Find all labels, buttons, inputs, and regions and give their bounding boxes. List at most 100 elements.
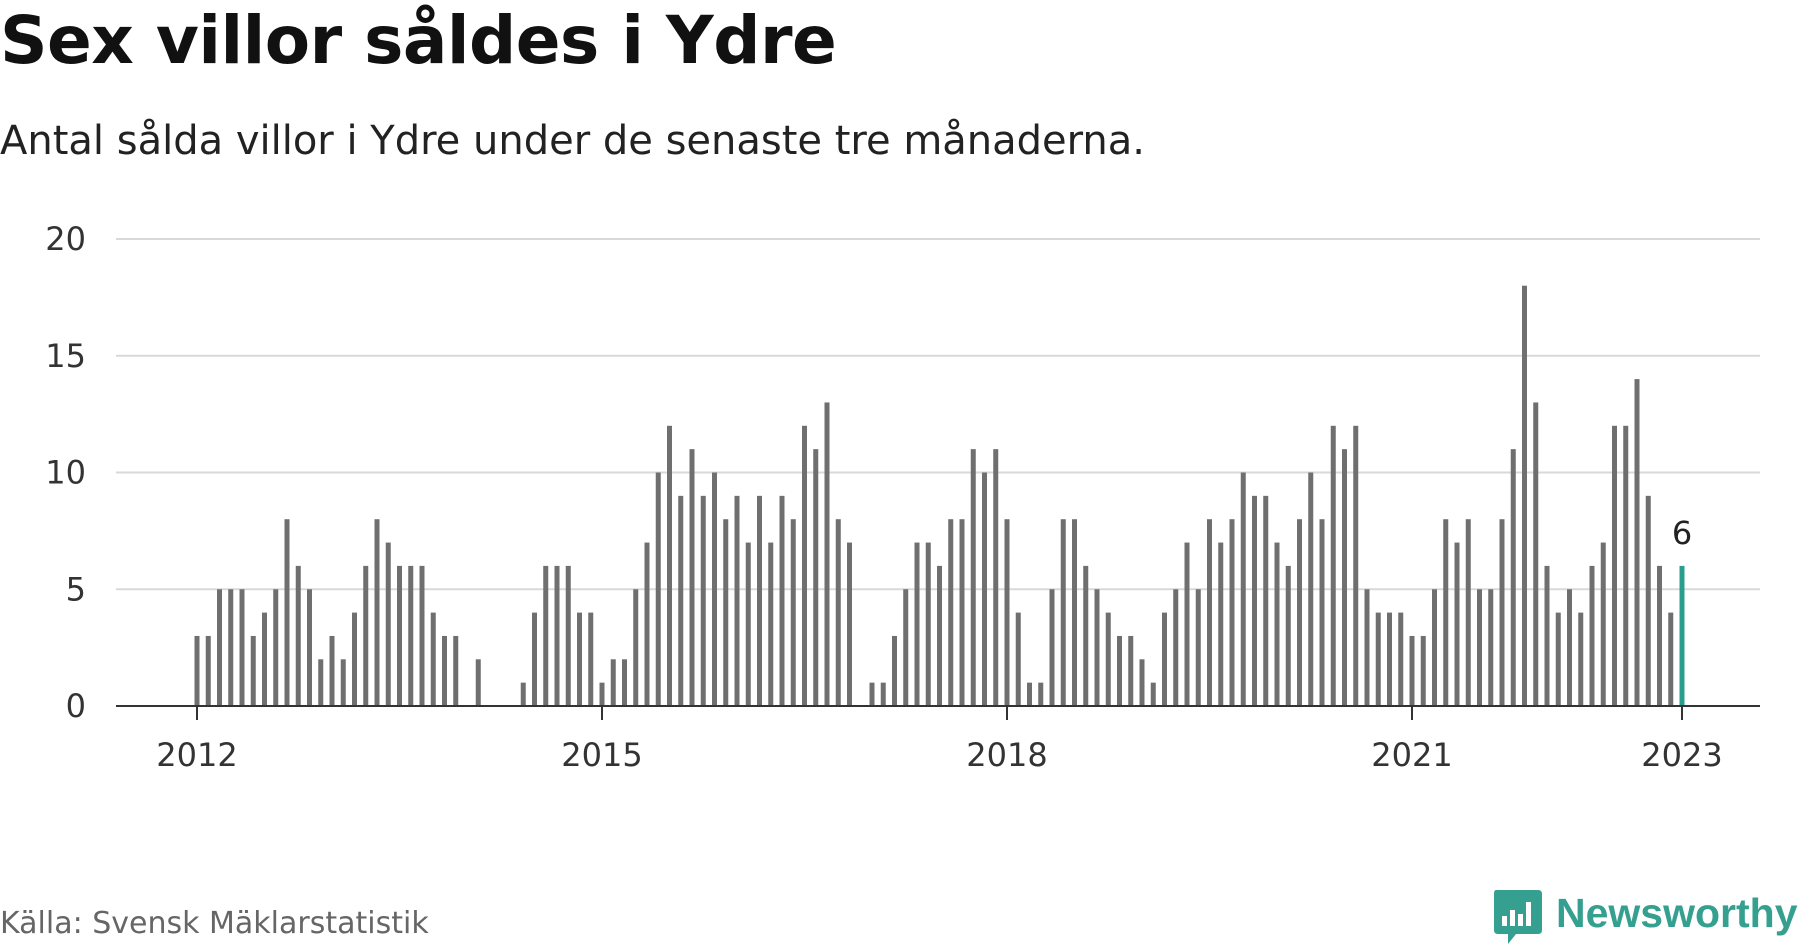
bar: [1083, 565, 1089, 706]
bar: [1477, 589, 1482, 706]
bar: [1589, 565, 1595, 706]
highlight-value-label: 6: [1672, 514, 1692, 552]
x-tick-label: 2015: [561, 736, 642, 774]
bar: [363, 565, 369, 706]
bar: [1600, 542, 1606, 706]
bar: [1274, 542, 1280, 706]
bar: [1297, 519, 1302, 706]
bar: [610, 659, 616, 706]
chart-title: Sex villor såldes i Ydre: [0, 2, 837, 79]
bar: [1634, 379, 1640, 706]
bar: [1105, 612, 1111, 706]
bar: [1038, 682, 1044, 706]
bar: [1409, 635, 1415, 706]
bar: [397, 565, 402, 706]
bar: [532, 612, 537, 706]
bar: [1229, 519, 1235, 706]
bar: [1612, 425, 1617, 706]
bar: [284, 519, 290, 706]
bar: [1387, 612, 1392, 706]
bar: [520, 682, 526, 706]
bar: [1004, 519, 1010, 706]
bar: [1150, 682, 1156, 706]
y-tick-label: 15: [45, 337, 86, 375]
bar: [295, 565, 301, 706]
bar: [239, 589, 245, 706]
bar: [1375, 612, 1381, 706]
bar: [1240, 472, 1246, 706]
x-tick-label: 2012: [156, 736, 237, 774]
bar: [1567, 589, 1572, 706]
brand-logo: Newsworthy: [1492, 888, 1800, 948]
bar: [228, 589, 234, 706]
bar: [1398, 612, 1404, 706]
source-note: Källa: Svensk Mäklarstatistik: [0, 906, 429, 941]
bar: [757, 495, 762, 706]
bar: [419, 565, 425, 706]
bar: [408, 565, 414, 706]
bar: [1330, 425, 1336, 706]
bar: [273, 589, 279, 706]
bar: [1342, 449, 1347, 706]
bar: [1027, 682, 1032, 706]
bar: [1072, 519, 1077, 706]
y-tick-label: 10: [45, 454, 86, 492]
x-tick-label: 2023: [1641, 736, 1722, 774]
bar: [925, 542, 931, 706]
bar: [982, 472, 987, 706]
bar: [1668, 612, 1674, 706]
bar: [217, 589, 222, 706]
bar: [1207, 519, 1212, 706]
bar: [453, 635, 459, 706]
bar: [622, 659, 627, 706]
bar: [1184, 542, 1190, 706]
bars: [194, 285, 1685, 706]
bar: [824, 402, 830, 706]
bar: [250, 635, 256, 706]
bar: [599, 682, 605, 706]
bar: [352, 612, 357, 706]
bar: [554, 565, 560, 706]
bar: [1139, 659, 1145, 706]
bar: [1578, 612, 1584, 706]
bar: [959, 519, 965, 706]
bar-chart-speech-icon: [1494, 890, 1542, 944]
bar: [1218, 542, 1224, 706]
bar: [768, 542, 774, 706]
y-tick-label: 20: [45, 220, 86, 258]
bar: [880, 682, 886, 706]
bar: [678, 495, 684, 706]
bar: [914, 542, 920, 706]
bar: [1060, 519, 1066, 706]
bar: [847, 542, 852, 706]
bar: [869, 682, 875, 706]
bar: [779, 495, 785, 706]
bar: [1049, 589, 1055, 706]
bar: [790, 519, 796, 706]
bar: [1128, 635, 1134, 706]
bar: [1645, 495, 1651, 706]
bar: [442, 635, 447, 706]
bar: [374, 519, 380, 706]
bar: [802, 425, 807, 706]
bar: [1657, 565, 1662, 706]
bar: [644, 542, 650, 706]
bar: [1544, 565, 1550, 706]
bar: [1285, 565, 1291, 706]
chart-subtitle: Antal sålda villor i Ydre under de senas…: [0, 118, 1145, 164]
bar: [385, 542, 391, 706]
bar: [543, 565, 549, 706]
bar: [1195, 589, 1201, 706]
bar: [1117, 635, 1122, 706]
bar: [1555, 612, 1561, 706]
bar: [970, 449, 976, 706]
bar: [734, 495, 740, 706]
bar: [1173, 589, 1179, 706]
bar: [1488, 589, 1494, 706]
bar: [667, 425, 672, 706]
bar: [588, 612, 594, 706]
bar: [1465, 519, 1471, 706]
bar: [577, 612, 582, 706]
bar: [655, 472, 661, 706]
